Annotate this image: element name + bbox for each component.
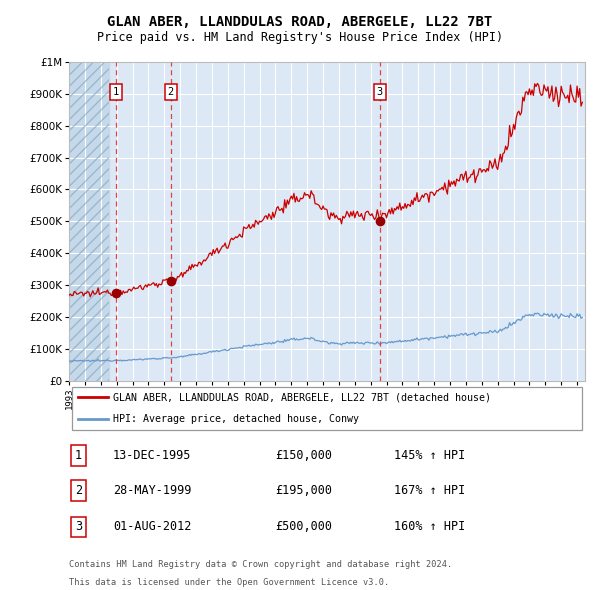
Text: 1: 1 <box>75 449 82 462</box>
Text: 1: 1 <box>113 87 119 97</box>
Text: HPI: Average price, detached house, Conwy: HPI: Average price, detached house, Conw… <box>113 414 359 424</box>
Text: This data is licensed under the Open Government Licence v3.0.: This data is licensed under the Open Gov… <box>69 578 389 586</box>
Text: 13-DEC-1995: 13-DEC-1995 <box>113 449 191 462</box>
Bar <box>69 62 109 381</box>
Text: 2: 2 <box>167 87 174 97</box>
Bar <box>69 62 109 381</box>
Text: 01-AUG-2012: 01-AUG-2012 <box>113 520 191 533</box>
Text: GLAN ABER, LLANDDULAS ROAD, ABERGELE, LL22 7BT (detached house): GLAN ABER, LLANDDULAS ROAD, ABERGELE, LL… <box>113 392 491 402</box>
Text: GLAN ABER, LLANDDULAS ROAD, ABERGELE, LL22 7BT: GLAN ABER, LLANDDULAS ROAD, ABERGELE, LL… <box>107 15 493 30</box>
Text: Price paid vs. HM Land Registry's House Price Index (HPI): Price paid vs. HM Land Registry's House … <box>97 31 503 44</box>
Text: £195,000: £195,000 <box>275 484 332 497</box>
Text: 3: 3 <box>377 87 383 97</box>
Text: £150,000: £150,000 <box>275 449 332 462</box>
Text: 160% ↑ HPI: 160% ↑ HPI <box>394 520 466 533</box>
Text: 167% ↑ HPI: 167% ↑ HPI <box>394 484 466 497</box>
Text: 28-MAY-1999: 28-MAY-1999 <box>113 484 191 497</box>
Text: 145% ↑ HPI: 145% ↑ HPI <box>394 449 466 462</box>
Text: £500,000: £500,000 <box>275 520 332 533</box>
Text: 2: 2 <box>75 484 82 497</box>
FancyBboxPatch shape <box>71 386 583 430</box>
Text: 3: 3 <box>75 520 82 533</box>
Text: Contains HM Land Registry data © Crown copyright and database right 2024.: Contains HM Land Registry data © Crown c… <box>69 560 452 569</box>
